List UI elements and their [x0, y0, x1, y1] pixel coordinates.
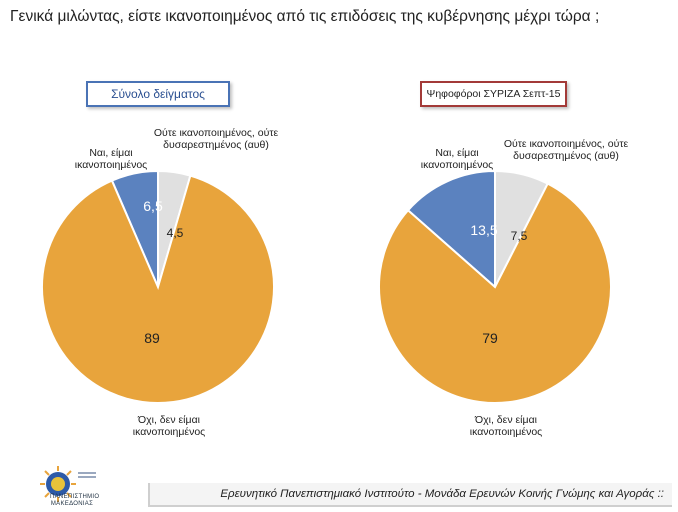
pie-left-value-yes: 6,5 [143, 198, 163, 214]
footer-text: Ερευνητικό Πανεπιστημιακό Ινστιτούτο - Μ… [220, 488, 664, 500]
pie-right-title: Ψηφοφόροι ΣΥΡΙΖΑ Σεπτ-15 [420, 81, 567, 107]
pie-left-value-neutral: 4,5 [167, 226, 184, 240]
pie-right-value-neutral: 7,5 [511, 229, 528, 243]
pie-right-slice-yes [406, 169, 496, 290]
pie-right-value-yes: 13,5 [470, 222, 497, 238]
logo-text: ΠΑΝΕΠΙΣΤΗΜΙΟ ΜΑΚΕΔΟΝΙΑΣ [50, 494, 100, 507]
pie-right-no-label: Όχι, δεν είμαι ικανοποιημένος [469, 414, 543, 438]
pie-left-value-no: 89 [144, 330, 160, 346]
pie-right-yes-label: Ναι, είμαι ικανοποιημένος [420, 147, 494, 171]
university-logo-icon [40, 466, 96, 502]
pie-left: 6,5 4,5 89 [41, 169, 275, 404]
pie-left-yes-label: Ναι, είμαι ικανοποιημένος [74, 147, 148, 171]
pie-left-no-label: Όχι, δεν είμαι ικανοποιημένος [132, 414, 206, 438]
chart-title: Γενικά μιλώντας, είστε ικανοποιημένος απ… [10, 8, 600, 25]
pie-right-neutral-label: Ούτε ικανοποιημένος, ούτε δυσαρεστημένος… [503, 138, 629, 162]
pie-left-title: Σύνολο δείγματος [86, 81, 230, 107]
pie-right-slice-no [378, 182, 612, 404]
pie-right: 13,5 7,5 79 [378, 169, 612, 404]
pie-right-value-no: 79 [482, 330, 498, 346]
footer-bar: Ερευνητικό Πανεπιστημιακό Ινστιτούτο - Μ… [148, 483, 672, 507]
pie-left-slice-no [41, 174, 275, 404]
pie-left-neutral-label: Ούτε ικανοποιημένος, ούτε δυσαρεστημένος… [153, 127, 279, 151]
